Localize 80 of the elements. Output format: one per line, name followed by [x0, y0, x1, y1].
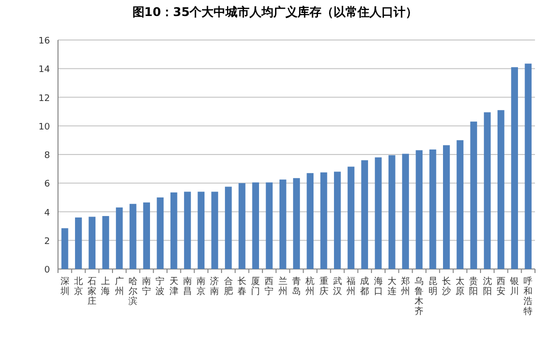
- y-tick-label: 8: [44, 151, 50, 161]
- x-tick-label: 长春: [237, 276, 246, 297]
- bar: [75, 217, 82, 269]
- x-tick-label: 广州: [114, 276, 124, 297]
- bar: [88, 216, 96, 269]
- y-tick-label: 0: [44, 266, 50, 276]
- x-tick-label: 哈尔滨: [128, 276, 138, 307]
- x-tick-label: 石家庄: [88, 277, 97, 307]
- x-tick-label: 深圳: [59, 276, 70, 297]
- x-tick-label: 杭州: [304, 276, 315, 297]
- x-tick-label: 长沙: [442, 276, 451, 297]
- x-tick-label: 贵阳: [469, 276, 478, 297]
- bar: [484, 112, 491, 269]
- bar: [456, 140, 464, 269]
- x-tick-label: 成都: [360, 276, 370, 297]
- bar: [61, 228, 68, 269]
- bar: [116, 207, 123, 269]
- x-tick-label: 厦门: [251, 276, 260, 297]
- bar: [388, 155, 396, 269]
- x-tick-label: 天津: [169, 276, 178, 297]
- bar: [498, 110, 504, 269]
- x-tick-label: 青岛: [292, 276, 301, 297]
- bar: [102, 216, 110, 269]
- x-tick-label: 北京: [74, 276, 83, 297]
- bar: [238, 183, 246, 269]
- bar: [443, 145, 450, 269]
- bar: [266, 182, 273, 269]
- x-tick-label: 银川: [509, 276, 520, 297]
- chart-title: 图10：35个大中城市人均广义库存（以常住人口计）: [132, 5, 418, 19]
- bar: [374, 157, 382, 269]
- x-tick-label: 海口: [374, 276, 383, 297]
- x-tick-label: 昆明: [428, 276, 438, 297]
- bar: [279, 180, 286, 269]
- x-tick-label: 兰州: [278, 276, 288, 297]
- bar: [224, 186, 232, 269]
- bar: [306, 173, 314, 269]
- bar: [156, 197, 164, 269]
- bar: [402, 154, 409, 269]
- y-tick-label: 2: [44, 236, 50, 247]
- bar: [130, 204, 136, 269]
- x-tick-label: 太原: [456, 276, 465, 297]
- x-tick-label: 沈阳: [482, 276, 492, 297]
- bar: [252, 182, 260, 269]
- bar: [320, 172, 328, 269]
- bar: [143, 202, 150, 269]
- x-tick-label: 大连: [387, 276, 396, 297]
- bar: [511, 67, 518, 269]
- bar: [524, 64, 532, 269]
- x-tick-label: 南昌: [182, 276, 192, 297]
- y-tick-label: 6: [44, 180, 50, 190]
- x-tick-label: 武汉: [332, 276, 342, 297]
- y-tick-label: 12: [38, 94, 50, 104]
- x-tick-label: 合肥: [224, 276, 233, 297]
- x-tick-label: 西安: [496, 277, 506, 297]
- x-tick-label: 郑州: [401, 276, 410, 297]
- bar: [211, 192, 218, 269]
- x-tick-label: 呼和浩特: [524, 276, 533, 317]
- bar: [334, 172, 341, 269]
- x-tick-label: 西宁: [264, 277, 274, 297]
- y-tick-label: 10: [38, 122, 50, 132]
- bar: [348, 166, 354, 269]
- x-tick-label: 济南: [210, 276, 220, 297]
- x-tick-label: 福州: [346, 276, 356, 297]
- x-tick-label: 南京: [196, 276, 206, 297]
- bar: [361, 160, 368, 269]
- bar: [293, 178, 300, 269]
- bar: [470, 122, 478, 269]
- x-tick-label: 南宁: [142, 276, 152, 297]
- y-tick-label: 16: [38, 36, 50, 46]
- y-tick-label: 14: [38, 65, 50, 76]
- x-tick-label: 宁波: [156, 276, 165, 297]
- bar: [198, 192, 205, 269]
- x-tick-label: 上海: [101, 276, 110, 297]
- y-tick-label: 4: [44, 208, 50, 218]
- x-tick-label: 乌鲁木齐: [414, 276, 424, 317]
- bar: [170, 192, 178, 269]
- bar: [184, 192, 191, 269]
- bar: [416, 150, 423, 269]
- bar: [429, 149, 436, 269]
- x-tick-label: 重庆: [319, 276, 328, 297]
